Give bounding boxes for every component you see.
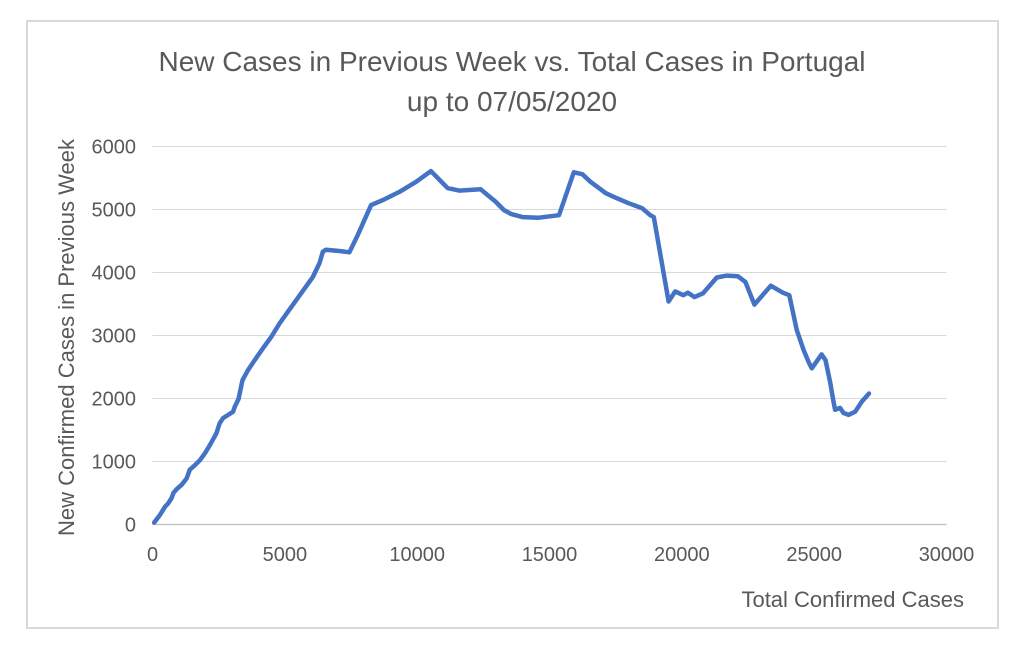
x-axis-title: Total Confirmed Cases xyxy=(741,587,964,612)
y-tick-label: 2000 xyxy=(92,389,137,411)
chart-title: New Cases in Previous Week vs. Total Cas… xyxy=(158,46,866,77)
x-tick-label: 0 xyxy=(147,544,158,566)
data-series-line xyxy=(151,168,872,525)
x-tick-label: 15000 xyxy=(522,544,578,566)
y-tick-label: 6000 xyxy=(92,137,137,159)
x-tick-label: 30000 xyxy=(919,544,975,566)
x-tick-label: 10000 xyxy=(389,544,445,566)
y-axis-title: New Confirmed Cases in Previous Week xyxy=(54,139,79,537)
x-tick-label: 5000 xyxy=(263,544,308,566)
y-tick-label: 0 xyxy=(125,515,136,537)
y-tick-label: 1000 xyxy=(92,452,137,474)
y-tick-label: 5000 xyxy=(92,200,137,222)
chart-subtitle: up to 07/05/2020 xyxy=(406,86,618,117)
y-tick-label: 3000 xyxy=(92,326,137,348)
x-tick-label: 25000 xyxy=(786,544,842,566)
x-tick-label: 20000 xyxy=(654,544,710,566)
y-tick-label: 4000 xyxy=(92,263,137,285)
chart-frame xyxy=(26,20,999,629)
